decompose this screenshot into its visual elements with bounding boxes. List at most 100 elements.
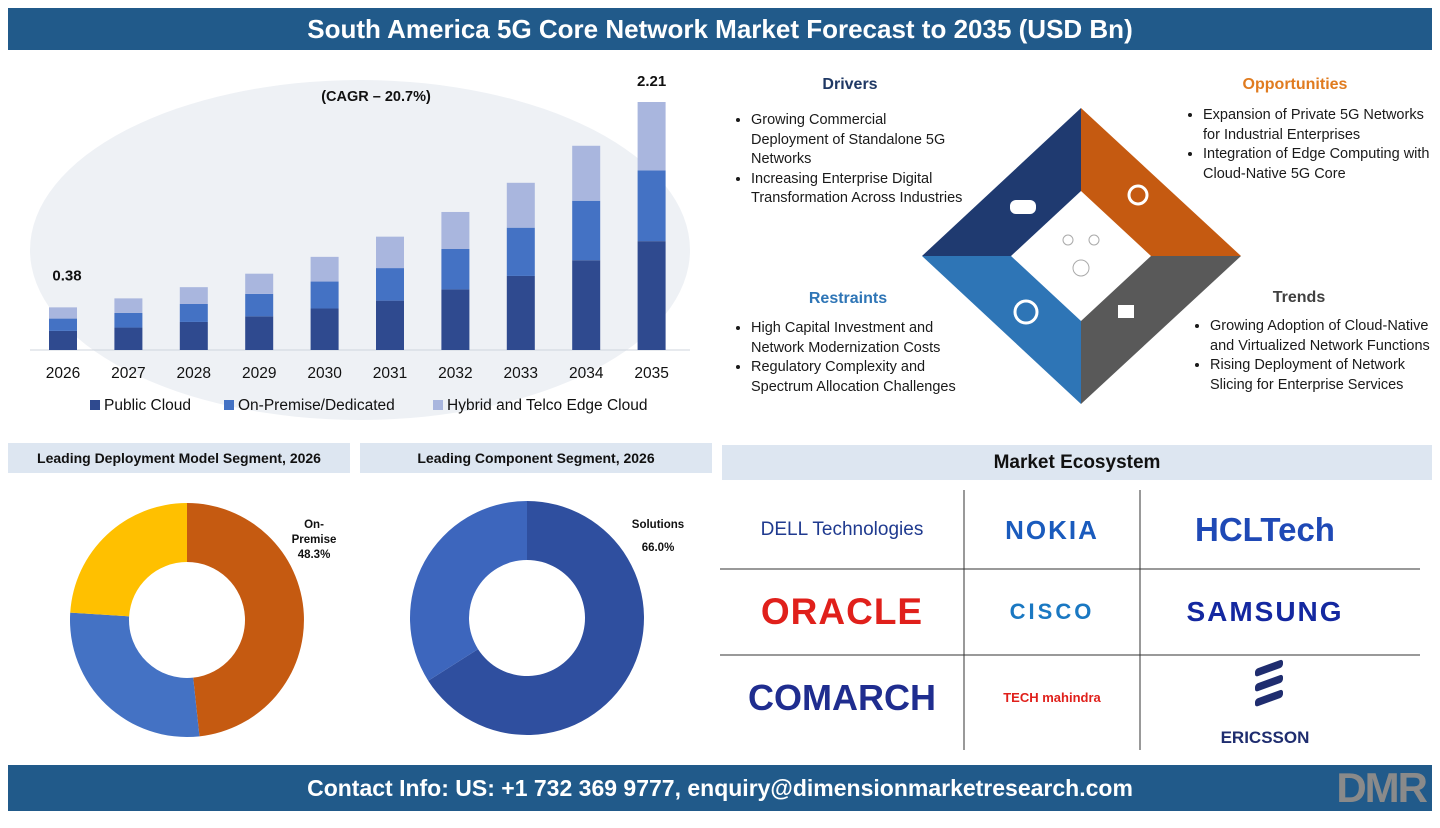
bar-segment [506, 275, 535, 350]
company-logo: ORACLE [760, 591, 924, 632]
gear-icon [1013, 299, 1039, 325]
diamond-opportunities [1081, 108, 1241, 256]
restraints-list: High Capital Investment and Network Mode… [733, 319, 973, 397]
donut-slice [409, 501, 527, 681]
ericsson-mark [1255, 674, 1283, 692]
bar-segment [179, 321, 208, 350]
legend-label: Public Cloud [104, 397, 191, 414]
diamond-restraints [922, 256, 1081, 404]
donut-title: Leading Deployment Model Segment, 2026 [8, 443, 350, 473]
diamond-trends [1081, 256, 1241, 404]
donut-title: Leading Component Segment, 2026 [360, 443, 712, 473]
annotation: (CAGR – 20.7%) [321, 89, 431, 105]
bar-segment [49, 318, 77, 331]
bar-segment [506, 227, 535, 276]
bar-segment [179, 287, 208, 304]
legend-label: Hybrid and Telco Edge Cloud [447, 397, 647, 414]
bar-segment [376, 236, 404, 269]
x-tick-label: 2034 [569, 365, 604, 382]
bar-segment [310, 256, 339, 282]
bar-segment [245, 273, 274, 294]
bar-segment [310, 281, 339, 309]
bar-segment [637, 241, 666, 350]
bar-segment [376, 300, 404, 350]
lock-icon [1118, 305, 1134, 318]
opportunities-list: Expansion of Private 5G Networks for Ind… [1185, 106, 1438, 184]
x-tick-label: 2030 [307, 365, 342, 382]
footer: Contact Info: US: +1 732 369 9777, enqui… [8, 765, 1432, 811]
x-tick-label: 2031 [373, 365, 407, 382]
ericsson-mark [1255, 659, 1283, 677]
donut-slice [428, 501, 644, 735]
bar-segment [114, 327, 143, 350]
company-logo: TECH mahindra [1003, 690, 1101, 705]
x-tick-label: 2029 [242, 365, 276, 382]
driver-item: Increasing Enterprise Digital Transforma… [751, 170, 966, 209]
donut-slice [187, 503, 304, 737]
bar-segment [441, 211, 470, 250]
company-logo: COMARCH [748, 677, 936, 718]
pie-label: On-Premise [291, 519, 337, 546]
pie-label: Solutions [631, 519, 685, 531]
bar-segment [506, 182, 535, 228]
trends-list: Growing Adoption of Cloud-Native and Vir… [1192, 317, 1440, 395]
bar-segment [49, 330, 77, 350]
title: South America 5G Core Network Market For… [8, 8, 1432, 50]
driver-item: Growing Commercial Deployment of Standal… [751, 111, 966, 170]
center-icon [1072, 259, 1090, 277]
drivers-title: Drivers [822, 76, 878, 93]
x-tick-label: 2027 [111, 365, 145, 382]
legend-label: On-Premise/Dedicated [238, 397, 395, 414]
restraint-item: Regulatory Complexity and Spectrum Alloc… [751, 358, 973, 397]
legend-swatch [90, 400, 100, 410]
bar-segment [572, 200, 601, 261]
bar-segment [245, 293, 274, 317]
bar-segment [179, 303, 208, 322]
center-icon [1088, 234, 1100, 246]
diamond-drivers [922, 108, 1081, 256]
opportunity-item: Integration of Edge Computing with Cloud… [1203, 145, 1438, 184]
company-logo: HCLTech [1195, 511, 1335, 548]
company-logo: SAMSUNG [1186, 596, 1344, 627]
company-logo: ERICSSON [1220, 728, 1310, 747]
company-logo: DELL Technologies [760, 519, 924, 540]
car-icon [1010, 200, 1036, 214]
bar-segment [114, 298, 143, 313]
bar-segment [637, 170, 666, 242]
total-label: 0.38 [52, 267, 81, 284]
bar-segment [441, 289, 470, 350]
logo: DMR [1336, 764, 1428, 811]
legend-swatch [224, 400, 234, 410]
diamond-center [1011, 191, 1151, 321]
x-tick-label: 2026 [46, 365, 80, 382]
company-logo: NOKIA [1005, 515, 1099, 545]
restraint-item: High Capital Investment and Network Mode… [751, 319, 973, 358]
company-logo: CISCO [1009, 599, 1095, 624]
x-tick-label: 2033 [504, 365, 538, 382]
ecosystem-grid [720, 490, 1420, 750]
bar-segment [572, 145, 601, 201]
ecosystem-title: Market Ecosystem [722, 445, 1432, 480]
bar-segment [572, 260, 601, 350]
bar-segment [49, 307, 77, 319]
pie-value-label: 66.0% [641, 542, 675, 554]
donut-slice [70, 503, 187, 617]
bulb-icon [1127, 184, 1149, 206]
contact: Contact Info: US: +1 732 369 9777, enqui… [307, 775, 1133, 801]
legend-swatch [433, 400, 443, 410]
bar-segment [114, 312, 143, 328]
x-tick-label: 2035 [634, 365, 668, 382]
trends-title: Trends [1272, 289, 1326, 306]
center-icon [1062, 234, 1074, 246]
trend-item: Rising Deployment of Network Slicing for… [1210, 356, 1440, 395]
x-tick-label: 2028 [177, 365, 211, 382]
bar-segment [376, 268, 404, 301]
total-label: 2.21 [637, 73, 666, 90]
bar-segment [310, 308, 339, 350]
ericsson-mark [1255, 689, 1283, 707]
x-tick-label: 2032 [438, 365, 472, 382]
bar-segment [441, 249, 470, 290]
drivers-list: Growing Commercial Deployment of Standal… [733, 111, 966, 209]
